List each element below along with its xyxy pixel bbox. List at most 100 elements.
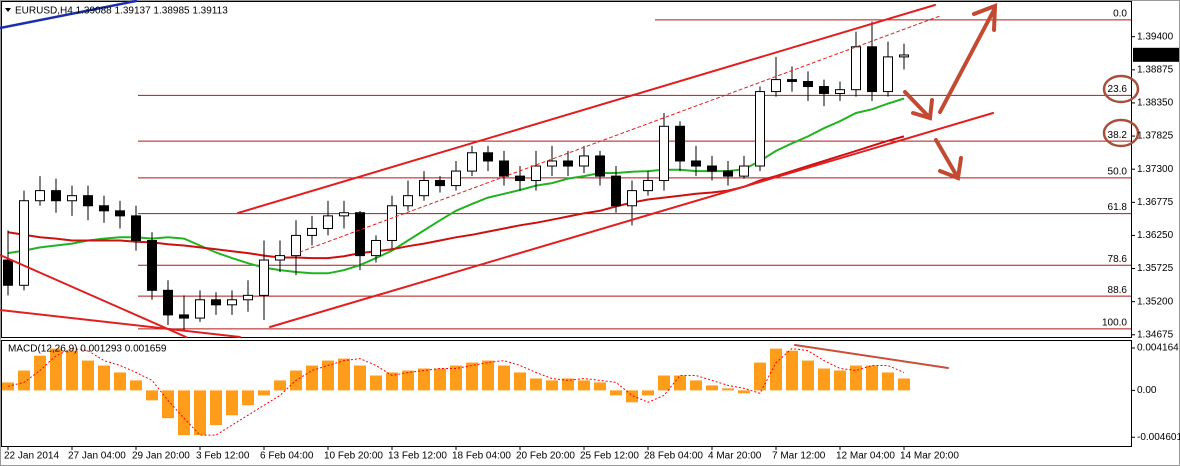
fib-label: 88.6 bbox=[1108, 285, 1128, 296]
fib-label: 23.6 bbox=[1108, 84, 1128, 95]
candle-body bbox=[547, 160, 557, 167]
arrow-down bbox=[934, 138, 960, 180]
annotations bbox=[0, 0, 1140, 369]
candle-body bbox=[787, 79, 797, 82]
macd-bar bbox=[226, 390, 238, 416]
arrow-down bbox=[903, 90, 932, 120]
macd-bar bbox=[50, 348, 62, 391]
candle-body bbox=[163, 289, 173, 316]
candle-body bbox=[323, 215, 333, 229]
macd-bar bbox=[450, 365, 462, 391]
candle-body bbox=[211, 299, 221, 306]
y-tick-label: 1.37300 bbox=[1137, 164, 1174, 175]
x-tick-label: 4 Mar 20:00 bbox=[708, 451, 762, 462]
y-tick-label: 1.35200 bbox=[1137, 296, 1174, 307]
macd-bar bbox=[306, 365, 318, 391]
x-tick-label: 7 Mar 12:00 bbox=[772, 451, 826, 462]
trend-line bbox=[0, 0, 138, 30]
macd-bar bbox=[706, 385, 718, 391]
highlight-circle bbox=[1102, 74, 1140, 104]
candle-body bbox=[563, 160, 573, 167]
candle-body bbox=[387, 205, 397, 241]
macd-bar bbox=[546, 380, 558, 391]
macd-bar bbox=[882, 372, 894, 391]
signal-line bbox=[7, 348, 905, 436]
macd-bar bbox=[850, 365, 862, 391]
macd-bar bbox=[66, 350, 78, 391]
macd-bar bbox=[770, 348, 782, 391]
y-tick-label: -0.004601 bbox=[1137, 432, 1180, 443]
candle-body bbox=[99, 205, 109, 212]
macd-bar bbox=[274, 380, 286, 391]
candle-body bbox=[403, 195, 413, 207]
y-tick-label: 1.39400 bbox=[1137, 31, 1174, 42]
macd-bar bbox=[626, 390, 638, 403]
y-tick-label: 0.004164 bbox=[1137, 343, 1179, 354]
macd-bar bbox=[722, 388, 734, 391]
macd-bar bbox=[866, 365, 878, 391]
y-tick-label: 1.37825 bbox=[1137, 131, 1174, 142]
candle-body bbox=[3, 259, 13, 286]
macd-bar bbox=[898, 378, 910, 391]
macd-bar bbox=[834, 370, 846, 391]
macd-bar bbox=[610, 390, 622, 396]
candle-body bbox=[595, 155, 605, 177]
candle-body bbox=[259, 259, 269, 296]
fib-label: 50.0 bbox=[1108, 166, 1128, 177]
macd-bar bbox=[482, 360, 494, 391]
macd-bar bbox=[146, 390, 158, 401]
candle-body bbox=[115, 210, 125, 217]
macd-bar bbox=[322, 360, 334, 391]
candle-body bbox=[835, 89, 845, 94]
x-tick-label: 3 Feb 12:00 bbox=[196, 451, 250, 462]
candle-body bbox=[675, 125, 685, 162]
channel-upper bbox=[237, 4, 936, 214]
x-tick-label: 6 Feb 04:00 bbox=[260, 451, 314, 462]
x-tick-label: 29 Jan 20:00 bbox=[132, 451, 190, 462]
fib-label: 0.0 bbox=[1113, 8, 1127, 19]
macd-bar bbox=[386, 372, 398, 391]
candle-body bbox=[691, 160, 701, 167]
macd-bar bbox=[2, 382, 14, 391]
trend-line bbox=[0, 254, 187, 338]
last-price-box bbox=[1133, 47, 1179, 62]
highlight-circle bbox=[1102, 118, 1140, 148]
candle-body bbox=[643, 180, 653, 192]
candle-body bbox=[51, 190, 61, 202]
macd-bar bbox=[530, 378, 542, 391]
channel-middle bbox=[299, 15, 941, 253]
macd-bar bbox=[690, 380, 702, 391]
x-tick-label: 22 Jan 2014 bbox=[4, 451, 59, 462]
macd-bar bbox=[354, 365, 366, 391]
candle-body bbox=[179, 314, 189, 319]
candle-body bbox=[499, 160, 509, 177]
macd-bar bbox=[18, 370, 30, 391]
candle-body bbox=[19, 200, 29, 286]
macd-bar bbox=[674, 375, 686, 391]
macd-bar bbox=[130, 380, 142, 391]
x-tick-label: 14 Mar 20:00 bbox=[900, 451, 959, 462]
candle-body bbox=[35, 190, 45, 202]
last-price-label: 1.39113 bbox=[1137, 49, 1173, 60]
candle-body bbox=[67, 195, 77, 202]
macd-bar bbox=[594, 382, 606, 391]
candle-body bbox=[771, 79, 781, 93]
y-tick-label: 1.36250 bbox=[1137, 230, 1174, 241]
candle-body bbox=[275, 255, 285, 261]
candle-body bbox=[883, 56, 893, 93]
y-tick-label: 0.00 bbox=[1137, 385, 1157, 396]
y-tick-label: 1.38875 bbox=[1137, 64, 1174, 75]
candle-body bbox=[83, 195, 93, 207]
macd-bar bbox=[98, 365, 110, 391]
candle-body bbox=[483, 152, 493, 162]
candle-body bbox=[307, 227, 317, 236]
fib-label: 78.6 bbox=[1108, 254, 1128, 265]
channel-lower bbox=[269, 112, 994, 328]
trend-line bbox=[0, 309, 241, 338]
macd-bar bbox=[338, 358, 350, 391]
x-tick-label: 28 Feb 04:00 bbox=[644, 451, 703, 462]
candle-body bbox=[243, 294, 253, 301]
candle-body bbox=[467, 152, 477, 172]
macd-bar bbox=[178, 390, 190, 436]
candle-body bbox=[659, 125, 669, 182]
